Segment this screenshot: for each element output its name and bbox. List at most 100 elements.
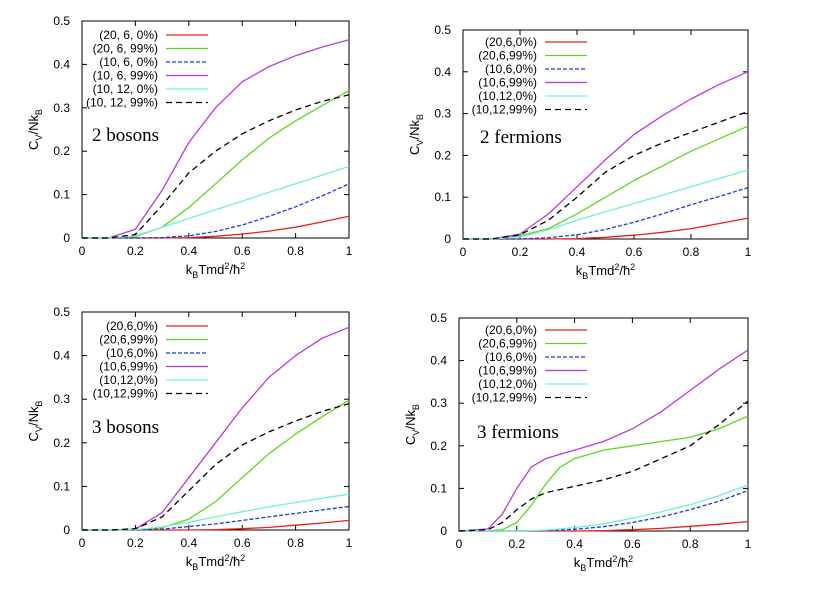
x-tick-label: 0.4 — [569, 245, 586, 259]
legend-label: (20,6,99%) — [478, 337, 537, 351]
legend-label: (10,6,99%) — [478, 364, 537, 378]
legend-label: (10,6,99%) — [99, 360, 158, 374]
legend-label: (10,12,99%) — [472, 103, 537, 117]
plot-frame — [81, 20, 350, 239]
legend-label: (10,12,0%) — [478, 377, 537, 391]
x-axis-title: kBTmd2/ħ2 — [186, 553, 245, 572]
x-tick-label: 0 — [460, 245, 467, 259]
y-tick-label: 0.4 — [430, 354, 447, 368]
y-tick-label: 0.5 — [53, 14, 70, 28]
x-tick-label: 0.4 — [180, 536, 197, 550]
plot-frame — [462, 29, 749, 240]
y-tick-label: 0.1 — [430, 481, 447, 495]
legend-label: (10,12,0%) — [478, 89, 537, 103]
x-tick-label: 1 — [346, 536, 353, 550]
series-line-5 — [459, 484, 749, 532]
series-line-2 — [82, 89, 350, 239]
y-tick-label: 0.3 — [430, 396, 447, 410]
legend-label: (20,6,0%) — [485, 35, 537, 49]
chart-panel-4: 0 0.2 0.4 0.6 0.8 1 0 0.1 0.2 0.3 0.4 0.5 kBTmd2/ħ2 C… — [403, 311, 752, 573]
y-tick-label: 0.5 — [434, 23, 451, 37]
legend-label: (10,12,99%) — [93, 387, 158, 401]
legend-label: (10, 12, 99%) — [86, 96, 158, 110]
y-tick-label: 0 — [444, 232, 451, 246]
x-tick-label: 0.6 — [624, 537, 641, 551]
series-line-4 — [463, 71, 749, 240]
series-line-2 — [463, 125, 749, 240]
legend-label: (10, 6, 0%) — [99, 55, 158, 69]
legend-label: (20,6,99%) — [99, 333, 158, 347]
y-tick-label: 0.2 — [434, 148, 451, 162]
y-tick-label: 0.4 — [53, 349, 70, 363]
legend-label: (10,12,99%) — [472, 391, 537, 405]
x-axis-title: kBTmd2/ħ2 — [186, 261, 245, 280]
y-tick-label: 0.1 — [434, 190, 451, 204]
x-tick-label: 0.8 — [287, 536, 304, 550]
series-line-6 — [463, 110, 749, 240]
y-tick-label: 0.4 — [53, 57, 70, 71]
legend-label: (20, 6, 99%) — [93, 42, 158, 56]
y-tick-label: 0.2 — [430, 439, 447, 453]
x-tick-label: 0 — [79, 536, 86, 550]
series-line-1 — [82, 519, 350, 531]
y-axis-title: CV/NkB — [26, 401, 44, 442]
y-tick-label: 0.5 — [430, 311, 447, 325]
legend-label: (10,6,99%) — [478, 76, 537, 90]
x-axis-title: kBTmd2/ħ2 — [574, 554, 633, 573]
x-tick-label: 1 — [745, 537, 752, 551]
x-tick-label: 0.8 — [287, 244, 304, 258]
x-tick-label: 0.6 — [626, 245, 643, 259]
y-tick-label: 0 — [63, 523, 70, 537]
series-line-6 — [82, 94, 350, 239]
x-tick-label: 0.2 — [127, 536, 144, 550]
y-tick-label: 0.3 — [53, 392, 70, 406]
x-tick-label: 0.4 — [566, 537, 583, 551]
y-axis-title: CV/NkB — [26, 109, 44, 150]
x-tick-label: 0 — [456, 537, 463, 551]
x-tick-label: 0.2 — [127, 244, 144, 258]
y-tick-label: 0.3 — [53, 101, 70, 115]
series-line-4 — [82, 39, 350, 239]
series-line-2 — [459, 415, 749, 532]
x-tick-label: 0.8 — [683, 245, 700, 259]
chart-panel-3: 0 0.2 0.4 0.6 0.8 1 0 0.1 0.2 0.3 0.4 0.5 kBTmd2/ħ2 C… — [26, 305, 353, 572]
series-line-4 — [458, 349, 749, 532]
legend-label: (10,6,0%) — [106, 346, 158, 360]
x-tick-label: 1 — [346, 244, 353, 258]
y-tick-label: 0.2 — [53, 436, 70, 450]
legend-label: (20,6,0%) — [485, 323, 537, 337]
x-tick-label: 1 — [745, 245, 752, 259]
y-tick-label: 0.3 — [434, 107, 451, 121]
y-tick-label: 0.5 — [53, 305, 70, 319]
legend-label: (10,12,0%) — [99, 373, 158, 387]
x-tick-label: 0.2 — [512, 245, 529, 259]
y-axis-title: CV/NkB — [403, 404, 421, 445]
y-tick-label: 0 — [440, 524, 447, 538]
x-tick-label: 0.6 — [234, 244, 251, 258]
y-tick-label: 0.1 — [53, 188, 70, 202]
panel-label: 2 fermions — [480, 127, 562, 148]
y-tick-label: 0.2 — [53, 144, 70, 158]
panel-label: 3 bosons — [92, 417, 159, 438]
series-line-1 — [82, 215, 350, 239]
x-tick-label: 0 — [79, 244, 86, 258]
x-tick-label: 0.6 — [234, 536, 251, 550]
chart-panel-1: 0 0.2 0.4 0.6 0.8 1 0 0.1 0.2 0.3 0.4 0.5 kBTmd2/ħ2 C… — [26, 14, 353, 280]
y-tick-label: 0.1 — [53, 479, 70, 493]
series-line-6 — [458, 400, 749, 532]
series-line-1 — [463, 217, 749, 240]
y-axis-title: CV/NkB — [407, 114, 425, 155]
x-tick-label: 0.2 — [508, 537, 525, 551]
series-line-5 — [82, 165, 350, 239]
legend-label: (10,6,0%) — [485, 350, 537, 364]
x-tick-label: 0.8 — [682, 537, 699, 551]
series-line-3 — [82, 183, 350, 239]
legend-label: (10, 12, 0%) — [93, 82, 158, 96]
series-line-6 — [82, 402, 350, 531]
y-tick-label: 0.4 — [434, 65, 451, 79]
y-tick-label: 0 — [63, 231, 70, 245]
series-line-3 — [463, 186, 749, 240]
series-line-3 — [82, 505, 350, 531]
legend-label: (20,6,0%) — [106, 319, 158, 333]
